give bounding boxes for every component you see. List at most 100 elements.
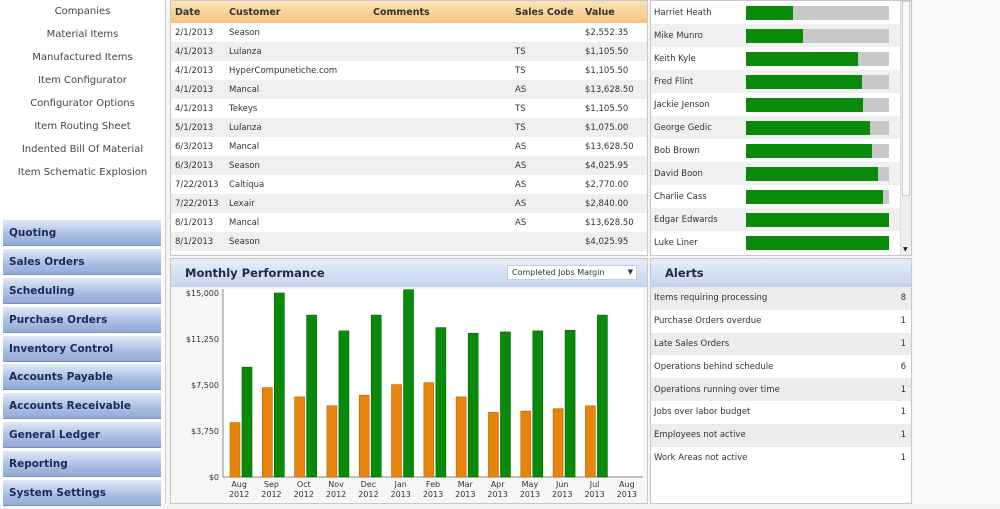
employee-name: Keith Kyle bbox=[654, 53, 696, 64]
sidebar-item-item-routing-sheet[interactable]: Item Routing Sheet bbox=[34, 121, 131, 132]
progress-bar bbox=[746, 74, 889, 89]
module-purchase-orders[interactable]: Purchase Orders bbox=[3, 306, 161, 333]
table-row[interactable]: 5/1/2013 Lulanza TS $1,075.00 bbox=[171, 118, 647, 137]
alert-count: 1 bbox=[900, 452, 906, 463]
table-row[interactable]: 4/1/2013 Mancal AS $13,628.50 bbox=[171, 80, 647, 99]
x-tick-label: 2012 bbox=[358, 490, 378, 499]
cell-date: 6/3/2013 bbox=[175, 160, 214, 171]
progress-bar bbox=[746, 5, 889, 20]
table-row[interactable]: 4/1/2013 Lulanza TS $1,105.50 bbox=[171, 42, 647, 61]
x-tick-label: 2012 bbox=[326, 490, 346, 499]
metric-dropdown[interactable]: Completed Jobs Margin ▼ bbox=[507, 265, 637, 280]
bar-green bbox=[500, 331, 511, 478]
cell-value: $4,025.95 bbox=[585, 236, 629, 247]
employee-name: Edgar Edwards bbox=[654, 214, 718, 225]
cell-customer: Season bbox=[229, 27, 260, 38]
module-accounts-payable[interactable]: Accounts Payable bbox=[3, 364, 161, 391]
table-row[interactable]: 4/1/2013 Tekeys TS $1,105.50 bbox=[171, 99, 647, 118]
module-system-settings[interactable]: System Settings bbox=[3, 480, 161, 507]
table-row[interactable]: 8/1/2013 Season $4,025.95 bbox=[171, 232, 647, 251]
x-tick-label: Jan bbox=[394, 480, 407, 489]
alert-item[interactable]: Work Areas not active 1 bbox=[651, 447, 911, 470]
list-item: Fred Flint bbox=[651, 70, 911, 93]
alert-item[interactable]: Late Sales Orders 1 bbox=[651, 332, 911, 356]
sidebar-item-material-items[interactable]: Material Items bbox=[46, 29, 119, 40]
progress-fill bbox=[746, 212, 889, 227]
panel-title: Alerts bbox=[651, 259, 911, 287]
alert-item[interactable]: Purchase Orders overdue 1 bbox=[651, 310, 911, 333]
x-tick-label: May bbox=[522, 480, 539, 489]
alert-count: 1 bbox=[900, 430, 906, 441]
table-row[interactable]: 6/3/2013 Mancal AS $13,628.50 bbox=[171, 137, 647, 156]
sidebar-item-item-schematic-explosion[interactable]: Item Schematic Explosion bbox=[17, 167, 148, 178]
cell-customer: Mancal bbox=[229, 217, 260, 228]
bar-green bbox=[564, 329, 576, 478]
scrollbar[interactable]: ▼ bbox=[900, 1, 911, 255]
alert-item[interactable]: Jobs over labor budget 1 bbox=[651, 401, 911, 424]
cell-sales-code: AS bbox=[515, 84, 527, 95]
col-date[interactable]: Date bbox=[175, 6, 201, 18]
table-row[interactable]: 8/1/2013 Mancal AS $13,628.50 bbox=[171, 213, 647, 232]
employee-name: David Boon bbox=[654, 168, 703, 179]
cell-sales-code: AS bbox=[515, 160, 527, 171]
module-general-ledger[interactable]: General Ledger bbox=[3, 422, 161, 449]
sidebar-item-configurator-options[interactable]: Configurator Options bbox=[30, 98, 135, 109]
alert-item[interactable]: Operations running over time 1 bbox=[651, 378, 911, 401]
list-item: Edgar Edwards bbox=[651, 208, 911, 231]
cell-value: $2,552.35 bbox=[585, 27, 629, 38]
alert-item[interactable]: Employees not active 1 bbox=[651, 423, 911, 447]
cell-value: $1,105.50 bbox=[585, 103, 629, 114]
table-row[interactable]: 7/22/2013 Caltiqua AS $2,770.00 bbox=[171, 175, 647, 194]
table-row[interactable]: 4/1/2013 HyperCompunetiche.com TS $1,105.50 bbox=[171, 61, 647, 80]
module-scheduling[interactable]: Scheduling bbox=[3, 277, 161, 304]
scrollbar-thumb[interactable] bbox=[902, 1, 910, 196]
module-sales-orders[interactable]: Sales Orders bbox=[3, 248, 161, 275]
table-row[interactable]: 7/22/2013 Lexair AS $2,840.00 bbox=[171, 194, 647, 213]
bar-chart: $0$3,750$7,500$11,250$15,000Aug2012Sep20… bbox=[186, 289, 643, 499]
col-comments[interactable]: Comments bbox=[373, 6, 430, 18]
x-tick-label: Apr bbox=[491, 480, 506, 489]
sidebar-item-manufactured-items[interactable]: Manufactured Items bbox=[32, 52, 133, 63]
cell-value: $2,770.00 bbox=[585, 179, 629, 190]
alert-item[interactable]: Operations behind schedule 6 bbox=[651, 355, 911, 378]
progress-bar bbox=[746, 212, 889, 227]
grid-header: Date Customer Comments Sales Code Value bbox=[171, 1, 647, 23]
col-sales-code[interactable]: Sales Code bbox=[515, 6, 574, 18]
bar-orange bbox=[229, 422, 241, 478]
module-inventory-control[interactable]: Inventory Control bbox=[3, 335, 161, 362]
bar-green bbox=[338, 330, 350, 478]
table-row[interactable]: 2/1/2013 Season $2,552.35 bbox=[171, 23, 647, 42]
bar-green bbox=[403, 289, 414, 478]
cell-customer: Season bbox=[229, 236, 260, 247]
module-accounts-receivable[interactable]: Accounts Receivable bbox=[3, 393, 161, 420]
x-tick-label: 2013 bbox=[455, 490, 475, 499]
x-tick-label: 2012 bbox=[294, 490, 314, 499]
sidebar-item-indented-bill-of-material[interactable]: Indented Bill Of Material bbox=[21, 144, 144, 155]
progress-fill bbox=[746, 51, 858, 66]
alert-label: Employees not active bbox=[654, 430, 746, 441]
employee-name: George Gedic bbox=[654, 122, 712, 133]
cell-sales-code: TS bbox=[515, 122, 526, 133]
module-quoting[interactable]: Quoting bbox=[3, 220, 161, 246]
col-customer[interactable]: Customer bbox=[229, 6, 281, 18]
progress-fill bbox=[746, 143, 872, 158]
cell-date: 7/22/2013 bbox=[175, 179, 219, 190]
x-tick-label: Aug bbox=[231, 480, 247, 489]
sidebar-item-item-configurator[interactable]: Item Configurator bbox=[38, 75, 127, 86]
progress-fill bbox=[746, 235, 889, 250]
table-row[interactable]: 6/3/2013 Season AS $4,025.95 bbox=[171, 156, 647, 175]
cell-value: $1,075.00 bbox=[585, 122, 629, 133]
bar-orange bbox=[262, 387, 273, 478]
cell-value: $4,025.95 bbox=[585, 160, 629, 171]
progress-fill bbox=[746, 97, 864, 112]
alert-item[interactable]: Items requiring processing 8 bbox=[651, 287, 911, 310]
col-value[interactable]: Value bbox=[585, 6, 615, 18]
module-reporting[interactable]: Reporting bbox=[3, 451, 161, 478]
scroll-down-icon[interactable]: ▼ bbox=[903, 246, 908, 253]
sidebar-item-companies[interactable]: Companies bbox=[54, 6, 111, 17]
y-tick-label: $15,000 bbox=[186, 289, 219, 298]
cell-value: $13,628.50 bbox=[585, 84, 634, 95]
progress-fill bbox=[746, 120, 871, 135]
cell-value: $2,840.00 bbox=[585, 198, 629, 209]
cell-customer: Lexair bbox=[229, 198, 255, 209]
